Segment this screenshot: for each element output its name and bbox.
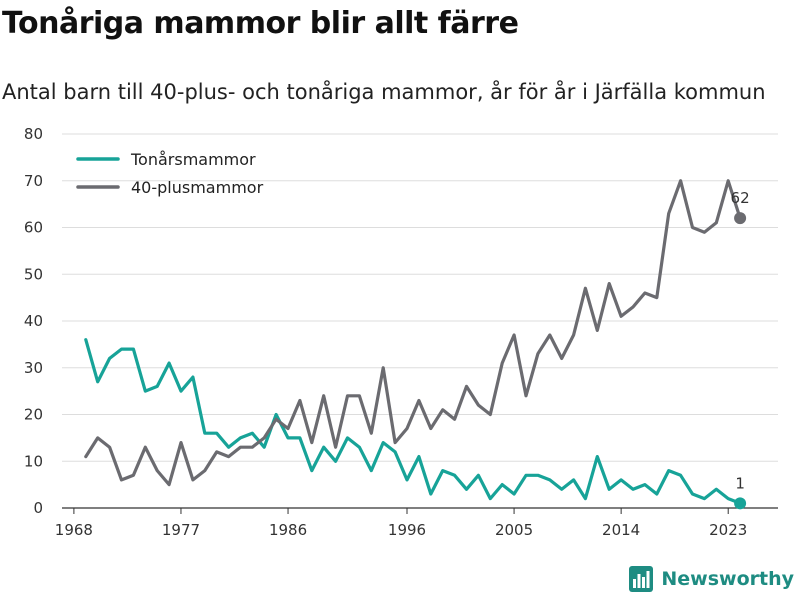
x-tick-label: 2023 [709, 521, 747, 539]
end-markers: 1 62 [731, 189, 750, 510]
end-value-label: 1 [735, 474, 745, 492]
brand-name: Newsworthy [661, 568, 794, 590]
x-tick-label: 2014 [602, 521, 640, 539]
series-line-0 [84, 338, 742, 505]
chart-title: Tonåriga mammor blir allt färre [2, 6, 519, 41]
y-tick-label: 0 [33, 499, 43, 517]
series-line-1 [84, 179, 742, 487]
series-lines [84, 179, 742, 505]
x-tick-label: 1986 [269, 521, 307, 539]
x-tick-label: 2005 [495, 521, 533, 539]
newsworthy-logo-icon [629, 566, 654, 592]
y-axis: 0 10 20 30 40 50 60 70 80 [24, 125, 43, 517]
x-tick-label: 1996 [388, 521, 426, 539]
chart-subtitle: Antal barn till 40-plus- och tonåriga ma… [2, 80, 766, 104]
legend-label: Tonårsmammor [130, 150, 256, 169]
y-tick-label: 70 [24, 172, 43, 190]
legend-label: 40-plusmammor [131, 178, 264, 197]
x-tick-label: 1968 [55, 521, 93, 539]
brand: Newsworthy [629, 566, 794, 592]
y-tick-label: 80 [24, 125, 43, 143]
x-tick-label: 1977 [162, 521, 200, 539]
end-point-marker [734, 212, 747, 225]
y-tick-label: 60 [24, 219, 43, 237]
y-tick-label: 30 [24, 359, 43, 377]
legend: Tonårsmammor 40-plusmammor [76, 150, 264, 197]
y-tick-label: 10 [24, 452, 43, 470]
x-axis: 1968 1977 1986 1996 2005 2014 2023 [55, 507, 778, 539]
y-tick-label: 50 [24, 265, 43, 283]
y-tick-label: 20 [24, 406, 43, 424]
gridlines [62, 133, 778, 462]
y-tick-label: 40 [24, 312, 43, 330]
end-point-marker [734, 497, 747, 510]
end-value-label: 62 [731, 189, 750, 207]
